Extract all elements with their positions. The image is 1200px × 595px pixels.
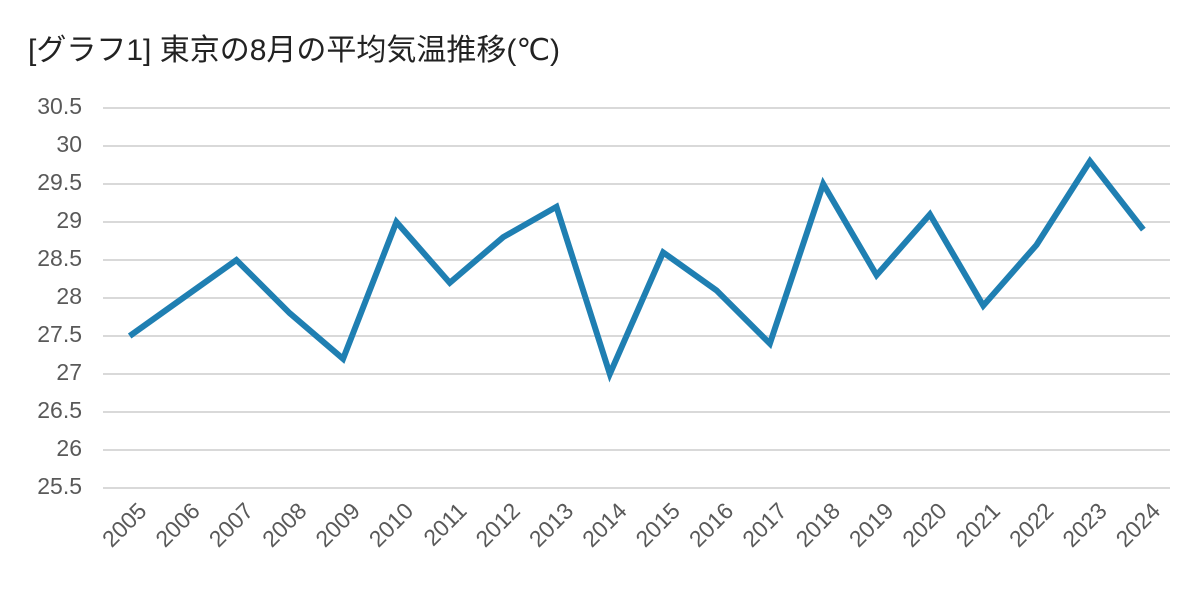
y-tick-label: 25.5 [37,473,82,499]
x-tick-label: 2014 [577,497,632,552]
chart-title: [グラフ1] 東京の8月の平均気温推移(℃) [28,34,560,67]
y-tick-label: 27.5 [37,321,82,347]
x-tick-label: 2013 [524,497,579,552]
x-tick-label: 2016 [684,497,739,552]
y-tick-label: 28 [56,283,82,309]
x-tick-label: 2021 [951,497,1006,552]
x-tick-label: 2024 [1111,497,1166,552]
x-tick-label: 2012 [470,497,525,552]
x-tick-label: 2019 [844,497,899,552]
y-tick-label: 30.5 [37,93,82,119]
y-tick-label: 28.5 [37,245,82,271]
y-tick-label: 26 [56,435,82,461]
y-tick-label: 29.5 [37,169,82,195]
x-tick-label: 2010 [364,497,419,552]
y-tick-label: 29 [56,207,82,233]
x-tick-label: 2020 [897,497,952,552]
y-tick-label: 30 [56,131,82,157]
y-tick-label: 27 [56,359,82,385]
line-series [127,156,1146,383]
x-tick-label: 2023 [1057,497,1112,552]
x-tick-label: 2008 [257,497,312,552]
x-tick-label: 2007 [204,497,259,552]
x-tick-label: 2015 [630,497,685,552]
x-tick-label: 2006 [150,497,205,552]
x-tick-label: 2009 [310,497,365,552]
x-tick-label: 2018 [790,497,845,552]
x-tick-label: 2011 [418,497,471,550]
x-tick-label: 2005 [97,497,152,552]
x-tick-label: 2017 [737,497,792,552]
x-tick-label: 2022 [1004,497,1059,552]
y-tick-label: 26.5 [37,397,82,423]
